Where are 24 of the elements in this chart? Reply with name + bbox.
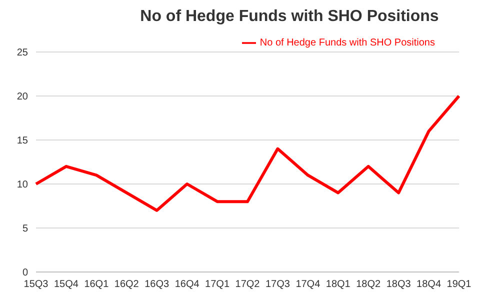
x-tick-label: 16Q1 (84, 279, 110, 290)
x-tick-label: 17Q2 (235, 279, 260, 290)
x-tick-label: 18Q4 (416, 279, 442, 290)
x-tick-label: 17Q3 (265, 279, 290, 290)
x-tick-label: 17Q1 (205, 279, 230, 290)
legend-label: No of Hedge Funds with SHO Positions (260, 38, 435, 49)
y-tick-label: 20 (16, 92, 28, 103)
line-series (34, 94, 460, 212)
x-tick-label: 15Q3 (24, 279, 49, 290)
x-tick-label: 18Q1 (326, 279, 351, 290)
x-tick-label: 18Q3 (386, 279, 412, 290)
x-tick-label: 16Q3 (144, 279, 170, 290)
y-tick-label: 25 (16, 48, 28, 59)
x-tick-label: 16Q2 (114, 279, 140, 290)
y-tick-label: 5 (22, 224, 28, 235)
x-tick-label: 18Q2 (356, 279, 382, 290)
x-tick-label: 15Q4 (54, 279, 79, 290)
y-tick-label: 0 (22, 268, 28, 279)
chart-title: No of Hedge Funds with SHO Positions (139, 8, 440, 26)
x-tick-label: 16Q4 (174, 279, 200, 290)
y-tick-label: 15 (16, 136, 28, 147)
x-tick-label: 19Q1 (446, 279, 472, 290)
x-tick-label: 17Q4 (296, 279, 321, 290)
y-tick-label: 10 (16, 180, 28, 191)
